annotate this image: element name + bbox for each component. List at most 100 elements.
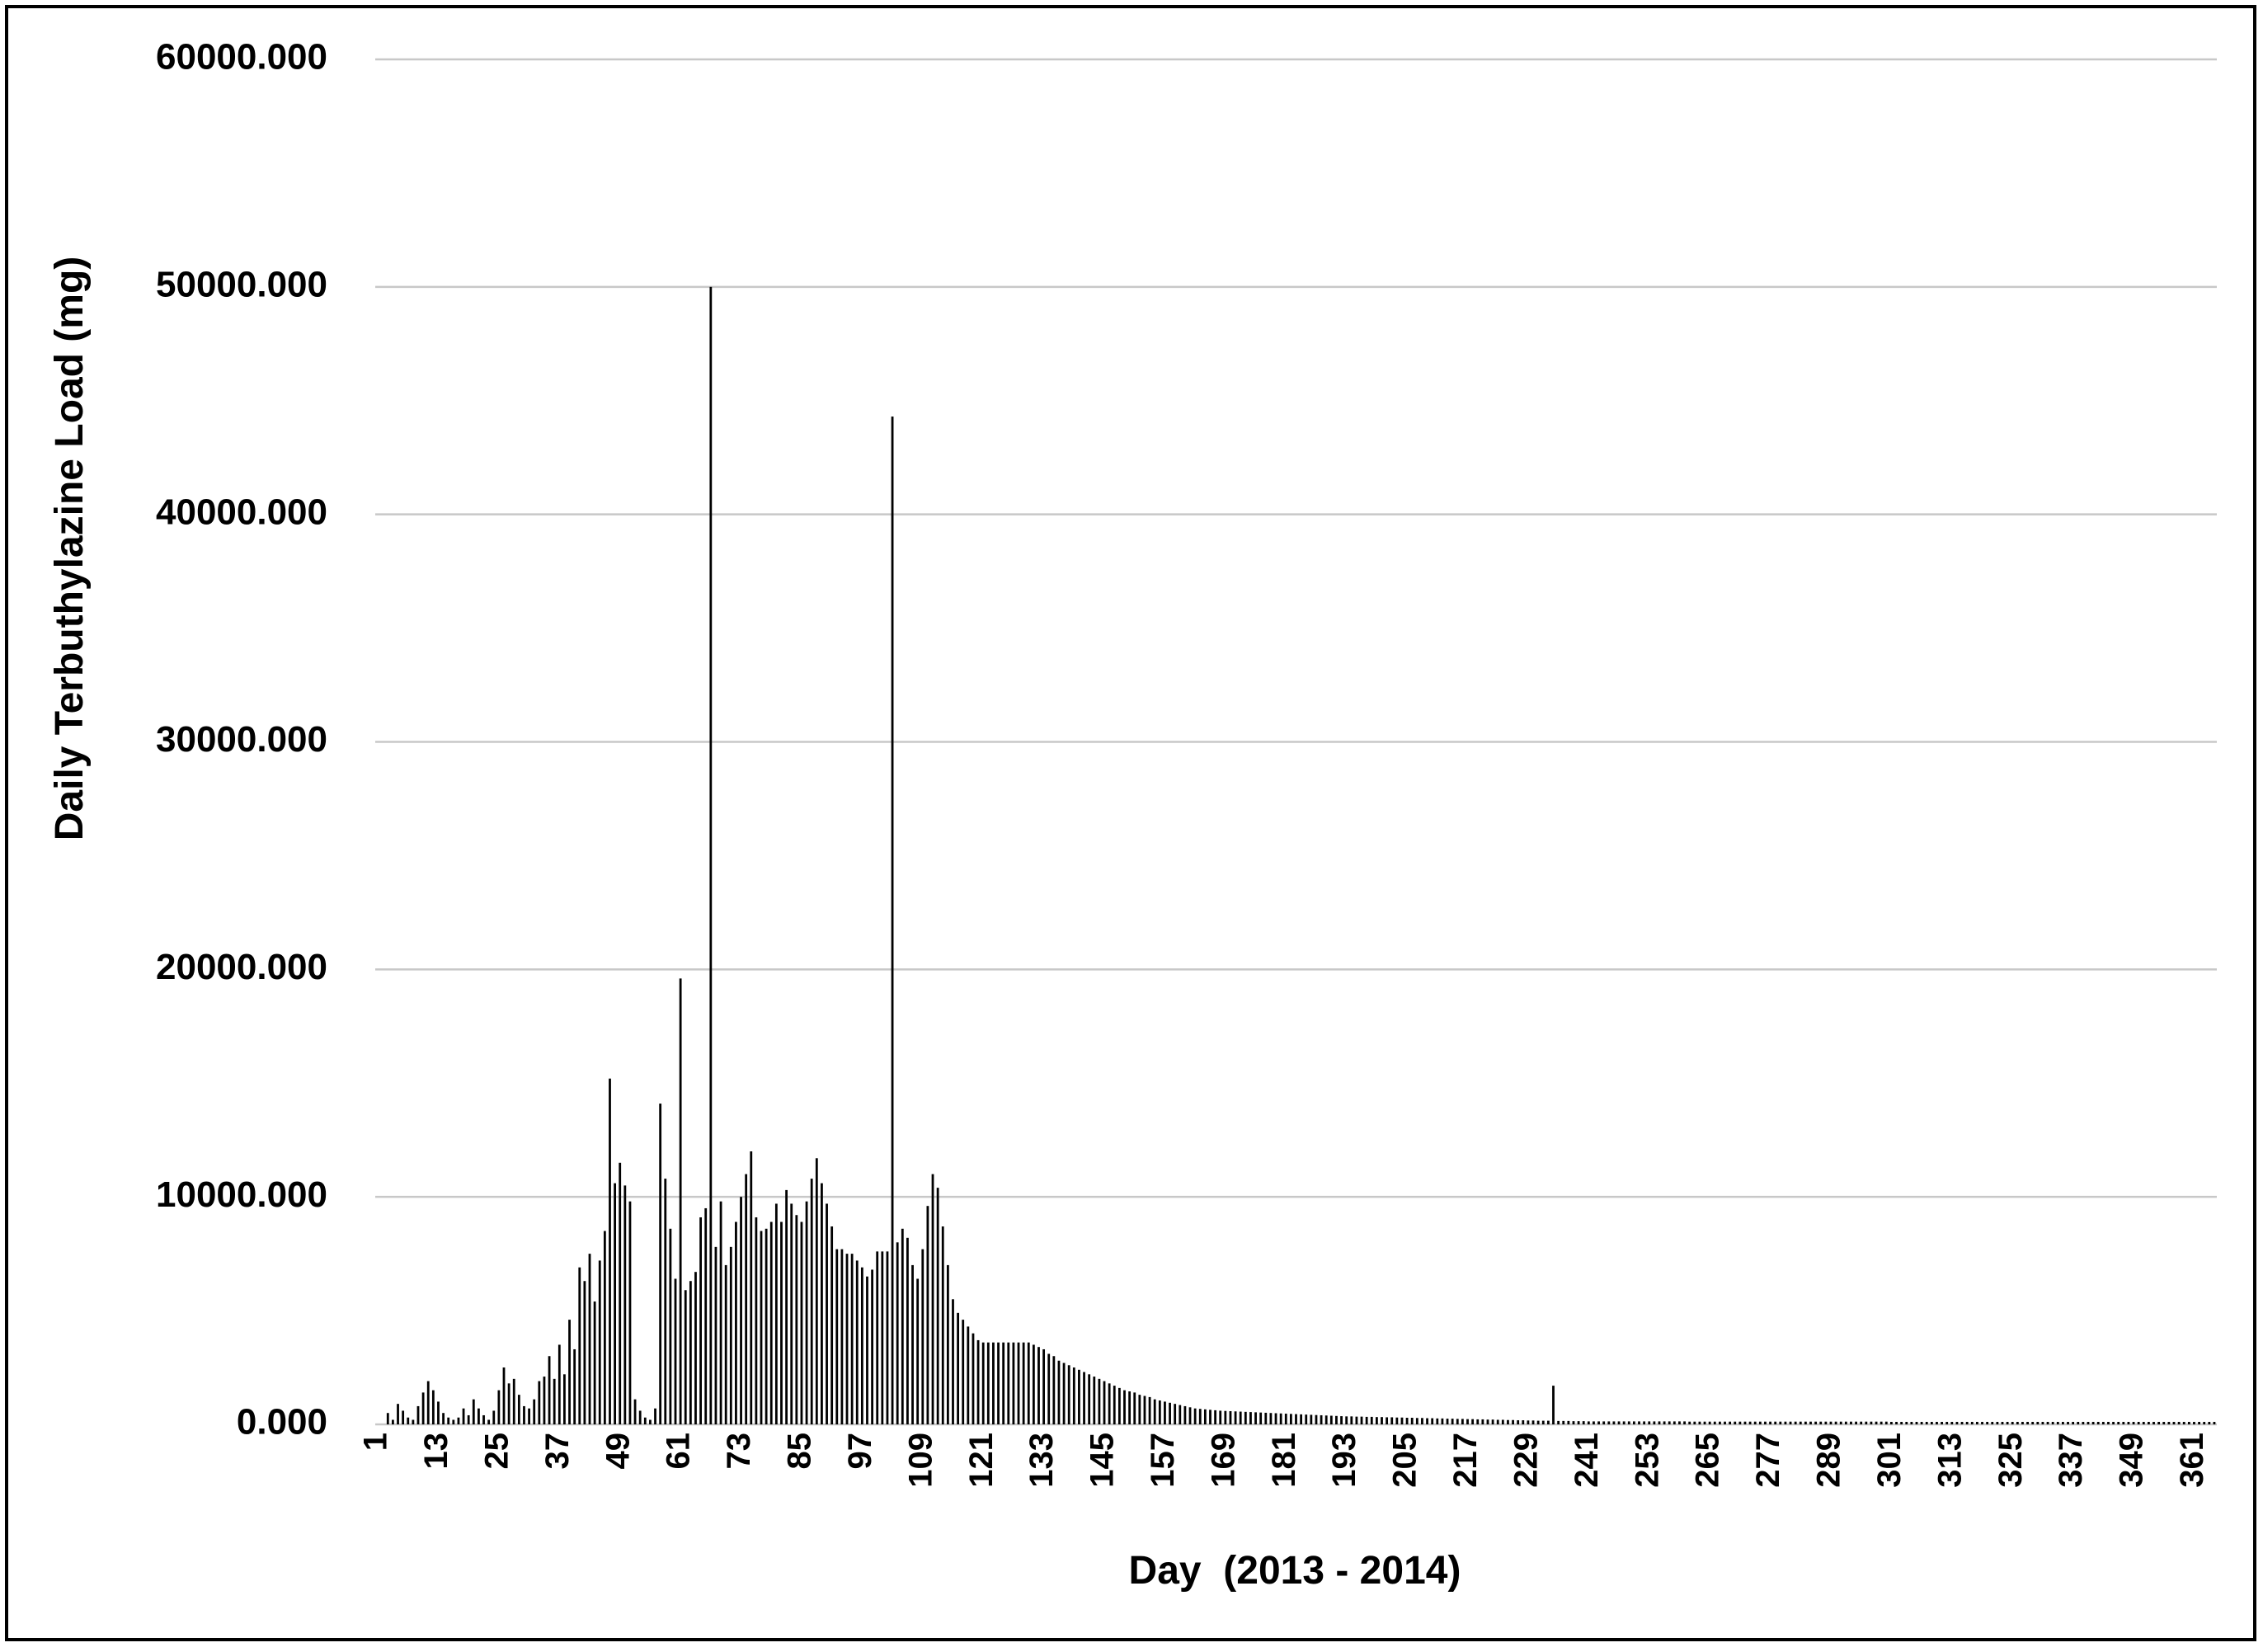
bar	[1582, 1421, 1585, 1424]
bar	[992, 1342, 995, 1424]
x-tick-label: 73	[721, 1433, 757, 1470]
bar	[850, 1254, 854, 1424]
bar	[962, 1320, 965, 1424]
bar	[866, 1276, 868, 1424]
bar	[689, 1281, 692, 1424]
bar	[1769, 1421, 1771, 1424]
bar	[558, 1344, 561, 1424]
bar	[815, 1158, 818, 1424]
bar	[1986, 1421, 1989, 1424]
bar	[1996, 1421, 1999, 1424]
bar	[633, 1399, 637, 1424]
y-tick-label: 50000.000	[156, 264, 327, 304]
bar	[845, 1254, 849, 1424]
bar	[1531, 1420, 1535, 1424]
bar	[1254, 1412, 1257, 1424]
bar	[2096, 1421, 2100, 1424]
bar	[719, 1201, 722, 1424]
bar	[1300, 1414, 1303, 1424]
bar	[1834, 1421, 1837, 1424]
bar	[1653, 1421, 1656, 1424]
x-tick-label: 169	[1205, 1433, 1241, 1488]
y-tick-label: 30000.000	[156, 719, 327, 760]
bar	[1209, 1410, 1211, 1424]
bar	[1239, 1411, 1242, 1424]
bar	[2011, 1421, 2014, 1424]
bar	[1724, 1421, 1726, 1424]
bar	[1491, 1419, 1494, 1424]
bar	[1456, 1419, 1459, 1424]
bar	[1244, 1411, 1247, 1424]
bar	[699, 1217, 702, 1424]
bar	[1007, 1342, 1010, 1424]
bar	[1638, 1421, 1640, 1424]
bar	[2167, 1421, 2171, 1424]
bar	[1562, 1420, 1565, 1424]
bar	[1032, 1344, 1035, 1424]
bar	[1183, 1405, 1187, 1424]
bar	[926, 1206, 929, 1424]
bar	[826, 1203, 828, 1424]
grid	[375, 58, 2217, 1426]
bar	[1860, 1421, 1863, 1424]
bar	[2152, 1421, 2155, 1424]
bar	[1713, 1421, 1716, 1424]
bar	[2132, 1421, 2135, 1424]
bar	[1804, 1421, 1807, 1424]
bar	[1668, 1421, 1671, 1424]
bar	[638, 1410, 642, 1424]
bar	[1365, 1416, 1368, 1424]
bar	[1350, 1416, 1353, 1424]
bar	[623, 1185, 627, 1424]
bar	[1461, 1419, 1464, 1424]
x-tick-label: 157	[1145, 1433, 1181, 1488]
bar	[1884, 1421, 1888, 1424]
bar	[921, 1249, 924, 1424]
bar	[1764, 1421, 1767, 1424]
bar	[810, 1179, 813, 1424]
bar	[1128, 1391, 1132, 1424]
bar	[1017, 1342, 1020, 1424]
bar	[1224, 1410, 1227, 1424]
bar	[1279, 1413, 1282, 1424]
bar	[860, 1267, 863, 1424]
bar	[1234, 1411, 1237, 1424]
bar	[1976, 1421, 1978, 1424]
bar	[563, 1374, 566, 1424]
bar	[1395, 1417, 1399, 1424]
bar	[1451, 1419, 1454, 1424]
bar	[1103, 1381, 1106, 1424]
x-tick-label: 277	[1750, 1433, 1786, 1488]
bar	[785, 1189, 788, 1424]
bar	[1587, 1421, 1590, 1424]
bar	[452, 1419, 455, 1424]
bar	[1567, 1420, 1570, 1424]
bar	[1143, 1395, 1146, 1424]
bar	[1950, 1421, 1954, 1424]
bar	[1607, 1421, 1611, 1424]
bar	[1753, 1421, 1757, 1424]
bar	[2001, 1421, 2004, 1424]
bar	[659, 1104, 662, 1424]
bar	[704, 1207, 708, 1424]
bar	[1174, 1404, 1177, 1424]
bar	[1431, 1418, 1434, 1424]
bar	[1799, 1421, 1802, 1424]
bar	[1148, 1396, 1151, 1424]
bar	[543, 1377, 546, 1424]
bar	[1850, 1421, 1852, 1424]
bar	[871, 1269, 874, 1424]
bar	[1673, 1421, 1676, 1424]
x-tick-label: 133	[1023, 1433, 1060, 1488]
bar	[936, 1188, 939, 1424]
bar	[2193, 1421, 2195, 1424]
bar	[478, 1408, 480, 1424]
bar	[1920, 1421, 1923, 1424]
bar	[2046, 1421, 2049, 1424]
bar	[507, 1383, 510, 1424]
bar	[1067, 1365, 1070, 1424]
bar	[1340, 1416, 1343, 1424]
bar	[1536, 1420, 1540, 1424]
bar	[1062, 1363, 1066, 1424]
x-tick-label: 241	[1569, 1433, 1605, 1488]
